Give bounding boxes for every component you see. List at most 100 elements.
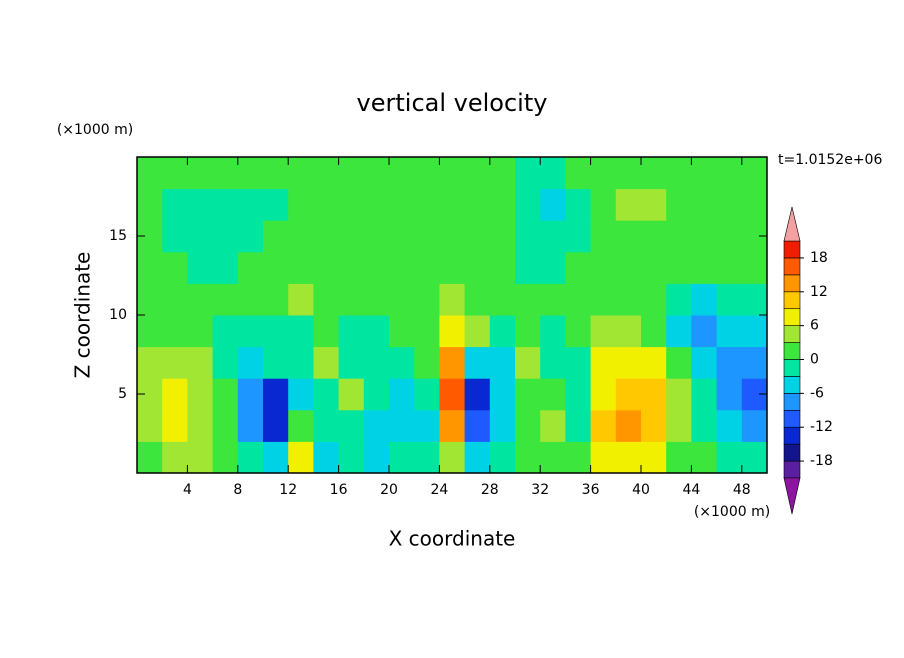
contour-cell — [691, 188, 718, 221]
contour-cell — [187, 157, 214, 190]
colorbar-tick-label: 6 — [810, 318, 819, 334]
contour-cell — [641, 251, 667, 284]
contour-cell — [666, 315, 692, 348]
contour-cell — [641, 157, 667, 190]
contour-cell — [464, 251, 491, 284]
contour-cell — [439, 315, 466, 348]
x-tick-label: 36 — [582, 482, 600, 498]
contour-cell — [288, 346, 314, 379]
contour-cell — [288, 283, 314, 316]
contour-cell — [641, 346, 667, 379]
y-tick-label: 15 — [109, 228, 127, 244]
contour-cell — [414, 409, 440, 442]
contour-cell — [691, 441, 718, 474]
contour-cell — [590, 378, 617, 411]
contour-cell — [590, 409, 617, 442]
contour-cell — [363, 157, 390, 190]
contour-cell — [288, 220, 314, 253]
contour-cell — [237, 188, 264, 221]
contour-cell — [414, 441, 440, 474]
x-tick-label: 40 — [632, 482, 650, 498]
contour-cell — [615, 315, 642, 348]
contour-cell — [540, 220, 566, 253]
colorbar-box — [783, 426, 801, 445]
contour-cell — [414, 283, 440, 316]
contour-cell — [338, 346, 365, 379]
contour-cell — [389, 251, 415, 284]
contour-cell — [187, 346, 214, 379]
contour-cell — [489, 220, 516, 253]
contour-cell — [237, 157, 264, 190]
x-unit-label: (×1000 m) — [694, 504, 770, 520]
contour-cell — [666, 157, 692, 190]
contour-cell — [641, 283, 667, 316]
colorbar-box — [783, 240, 801, 259]
contour-cell — [313, 283, 340, 316]
colorbar-extend-high — [783, 206, 801, 242]
contour-cell — [565, 441, 592, 474]
contour-cell — [187, 188, 214, 221]
contour-cell — [741, 409, 768, 442]
contour-cell — [363, 346, 390, 379]
colorbar-tick-label: 0 — [810, 352, 819, 368]
contour-cell — [313, 188, 340, 221]
contour-cell — [137, 315, 163, 348]
contour-cell — [666, 441, 692, 474]
contour-cell — [363, 220, 390, 253]
contour-cell — [313, 346, 340, 379]
contour-cell — [313, 315, 340, 348]
x-tick-label: 8 — [233, 482, 242, 498]
contour-cell — [565, 315, 592, 348]
contour-cell — [716, 283, 743, 316]
x-tick-label: 4 — [183, 482, 192, 498]
contour-cell — [263, 441, 289, 474]
contour-cell — [540, 188, 566, 221]
contour-cell — [389, 188, 415, 221]
contour-cell — [439, 346, 466, 379]
contour-cell — [162, 441, 188, 474]
colorbar-box — [783, 342, 801, 360]
contour-cell — [691, 315, 718, 348]
contour-cell — [439, 441, 466, 474]
contour-cell — [263, 346, 289, 379]
contour-cell — [565, 346, 592, 379]
contour-cell — [615, 283, 642, 316]
x-tick-label: 20 — [380, 482, 398, 498]
contour-cell — [187, 441, 214, 474]
contour-cell — [464, 315, 491, 348]
contour-cell — [489, 346, 516, 379]
contour-cell — [716, 220, 743, 253]
contour-cell — [263, 188, 289, 221]
contour-cell — [313, 441, 340, 474]
colorbar-box — [783, 359, 801, 377]
contour-cell — [489, 378, 516, 411]
contour-cell — [515, 251, 541, 284]
contour-cell — [338, 157, 365, 190]
contour-cell — [363, 251, 390, 284]
contour-cell — [363, 188, 390, 221]
colorbar-tick-label: -6 — [810, 385, 824, 401]
contour-cell — [590, 441, 617, 474]
contour-cell — [615, 441, 642, 474]
contour-cell — [237, 251, 264, 284]
contour-cell — [263, 251, 289, 284]
contour-cell — [691, 378, 718, 411]
contour-cell — [489, 157, 516, 190]
colorbar-box — [783, 393, 801, 411]
contour-cell — [363, 409, 390, 442]
contour-cell — [237, 315, 264, 348]
contour-cell — [212, 441, 239, 474]
contour-cell — [187, 409, 214, 442]
contour-cell — [590, 188, 617, 221]
contour-cell — [565, 283, 592, 316]
x-tick-label: 32 — [531, 482, 549, 498]
colorbar-box — [783, 291, 801, 310]
contour-cell — [288, 441, 314, 474]
contour-cell — [666, 346, 692, 379]
contour-cell — [741, 441, 768, 474]
contour-cell — [741, 188, 768, 221]
contour-cell — [464, 220, 491, 253]
contour-cell — [540, 346, 566, 379]
contour-cell — [641, 220, 667, 253]
contour-cell — [313, 251, 340, 284]
